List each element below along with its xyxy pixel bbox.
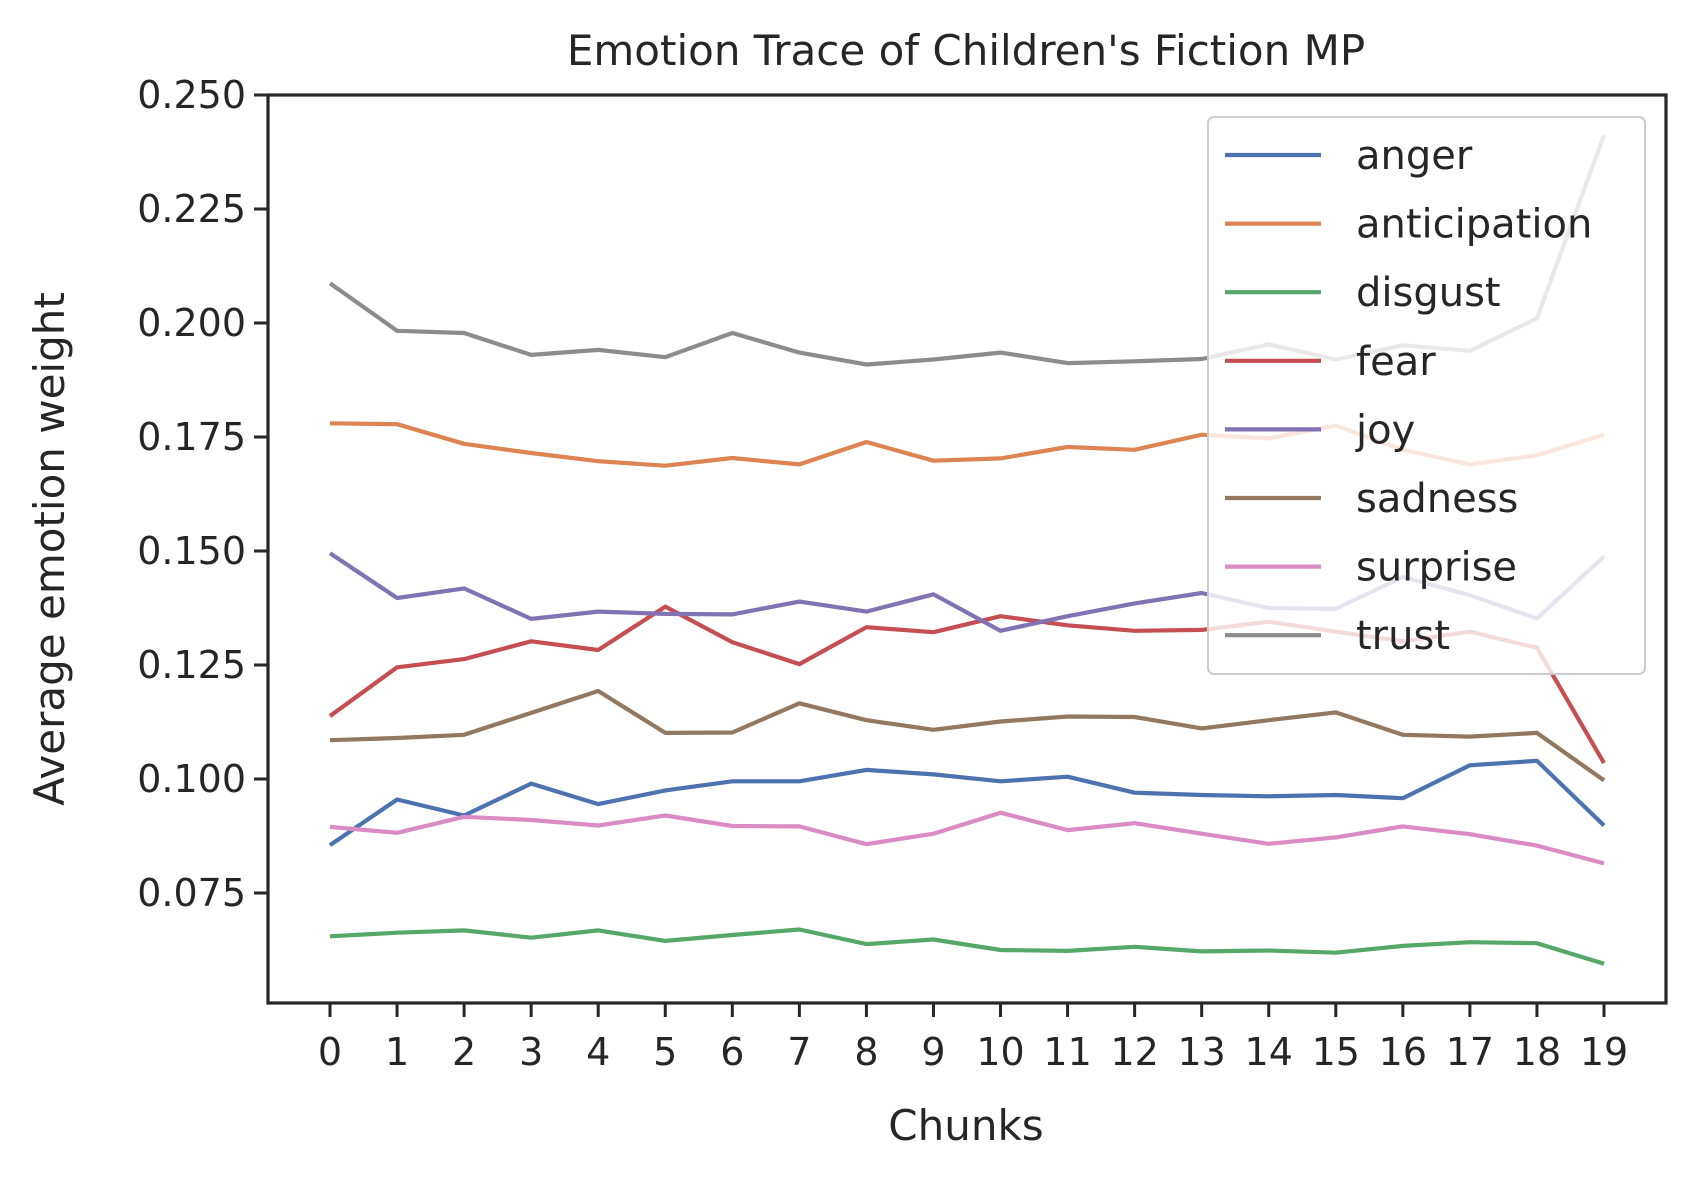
x-tick-label: 9: [921, 1030, 945, 1074]
legend: anger anticipation disgust fear joy sadness su…: [1207, 116, 1646, 675]
legend-box: [1207, 116, 1646, 675]
y-tick-label: 0.225: [137, 187, 246, 231]
legend-label-anger: anger: [1356, 133, 1473, 179]
series-line-disgust: [329, 927, 1605, 966]
y-tick-label: 0.200: [137, 301, 246, 345]
y-tick-label: 0.175: [137, 415, 246, 459]
y-axis: 0.075 0.100 0.125 0.150 0.175 0.200 0.225 0.250: [137, 73, 268, 915]
x-axis: 0 1 2 3 4 5 6 7 8 9 10 11 12 13 14 15 16 17 18 19: [318, 1003, 1628, 1074]
x-tick-label: 16: [1379, 1030, 1427, 1074]
series-line-anger: [328, 758, 1606, 847]
y-tick-label: 0.125: [137, 643, 246, 687]
series-line-surprise: [329, 810, 1605, 866]
x-tick-label: 11: [1043, 1030, 1091, 1074]
x-tick-label: 13: [1178, 1030, 1226, 1074]
legend-label-fear: fear: [1356, 339, 1436, 385]
plot-frame: [266, 93, 1668, 1005]
y-tick-label: 0.150: [137, 529, 246, 573]
x-tick-label: 3: [519, 1030, 543, 1074]
legend-label-sadness: sadness: [1356, 476, 1518, 522]
x-tick-label: 7: [787, 1030, 811, 1074]
y-axis-label: Average emotion weight: [25, 292, 74, 806]
x-tick-label: 8: [854, 1030, 878, 1074]
legend-label-surprise: surprise: [1356, 545, 1517, 591]
x-tick-label: 14: [1245, 1030, 1293, 1074]
x-axis-label: Chunks: [888, 1101, 1043, 1150]
series-line-sadness: [329, 688, 1606, 783]
series-group: [328, 134, 1606, 966]
x-tick-label: 0: [318, 1030, 342, 1074]
legend-label-anticipation: anticipation: [1356, 202, 1592, 248]
x-tick-label: 19: [1580, 1030, 1628, 1074]
x-tick-label: 6: [720, 1030, 744, 1074]
x-tick-label: 10: [976, 1030, 1024, 1074]
x-tick-label: 2: [452, 1030, 476, 1074]
legend-label-joy: joy: [1355, 407, 1415, 453]
y-tick-label: 0.250: [137, 73, 246, 117]
x-tick-label: 4: [586, 1030, 610, 1074]
y-tick-label: 0.100: [137, 757, 246, 801]
x-tick-label: 12: [1110, 1030, 1158, 1074]
x-tick-label: 17: [1446, 1030, 1494, 1074]
x-tick-label: 18: [1513, 1030, 1561, 1074]
plot-area: [328, 134, 1606, 966]
chart-title: Emotion Trace of Children's Fiction MP: [567, 26, 1365, 75]
x-tick-label: 15: [1312, 1030, 1360, 1074]
x-tick-label: 5: [653, 1030, 677, 1074]
legend-label-trust: trust: [1356, 613, 1450, 659]
x-tick-label: 1: [385, 1030, 409, 1074]
legend-label-disgust: disgust: [1356, 270, 1501, 316]
y-tick-label: 0.075: [137, 871, 246, 915]
